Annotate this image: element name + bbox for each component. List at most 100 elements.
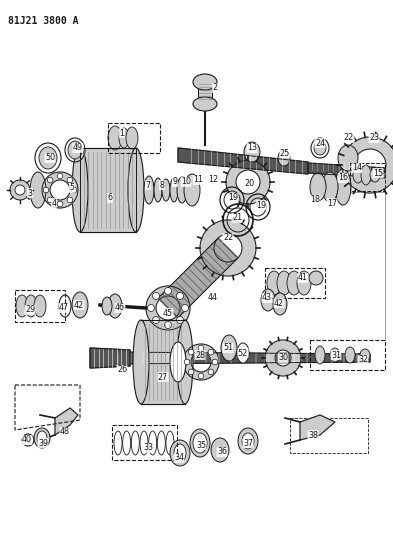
- Ellipse shape: [177, 177, 187, 203]
- Circle shape: [10, 180, 30, 200]
- Circle shape: [67, 177, 73, 183]
- Text: 12: 12: [208, 175, 218, 184]
- Polygon shape: [183, 344, 219, 380]
- Text: 18: 18: [310, 196, 320, 205]
- Ellipse shape: [310, 173, 326, 201]
- Ellipse shape: [314, 141, 326, 155]
- Circle shape: [15, 185, 25, 195]
- Text: 22: 22: [223, 233, 233, 243]
- Ellipse shape: [211, 438, 229, 462]
- Circle shape: [47, 177, 53, 183]
- Text: 5: 5: [70, 183, 75, 192]
- Circle shape: [57, 173, 63, 179]
- Text: 39: 39: [38, 439, 48, 448]
- Circle shape: [67, 197, 73, 203]
- Polygon shape: [80, 148, 136, 232]
- Ellipse shape: [108, 294, 122, 318]
- Text: 21: 21: [232, 214, 242, 222]
- Ellipse shape: [315, 346, 325, 364]
- Text: 45: 45: [163, 309, 173, 318]
- Ellipse shape: [144, 176, 154, 204]
- Ellipse shape: [133, 320, 149, 404]
- Circle shape: [47, 197, 53, 203]
- Ellipse shape: [287, 271, 301, 295]
- Polygon shape: [342, 137, 393, 193]
- Ellipse shape: [128, 148, 144, 232]
- Ellipse shape: [34, 295, 46, 317]
- Circle shape: [198, 373, 204, 379]
- Ellipse shape: [322, 172, 338, 202]
- Polygon shape: [265, 340, 301, 376]
- Text: 17: 17: [327, 198, 337, 207]
- Text: 51: 51: [223, 343, 233, 352]
- Text: 4: 4: [51, 198, 57, 207]
- Ellipse shape: [170, 440, 190, 466]
- Text: 10: 10: [181, 177, 191, 187]
- Polygon shape: [178, 148, 308, 174]
- Text: 28: 28: [195, 351, 205, 359]
- Text: 11: 11: [193, 175, 203, 184]
- Ellipse shape: [221, 335, 237, 361]
- Ellipse shape: [297, 271, 311, 295]
- Polygon shape: [141, 320, 185, 404]
- Ellipse shape: [353, 167, 363, 183]
- Ellipse shape: [177, 320, 193, 404]
- Text: 19: 19: [228, 193, 238, 203]
- Ellipse shape: [193, 97, 217, 111]
- Ellipse shape: [184, 174, 200, 206]
- Ellipse shape: [25, 295, 37, 317]
- Text: 50: 50: [45, 154, 55, 163]
- Ellipse shape: [361, 165, 371, 185]
- Ellipse shape: [170, 178, 178, 202]
- Circle shape: [184, 359, 190, 365]
- Ellipse shape: [330, 348, 340, 362]
- Circle shape: [152, 293, 160, 300]
- FancyBboxPatch shape: [198, 82, 212, 104]
- Text: 25: 25: [280, 149, 290, 157]
- Ellipse shape: [370, 168, 380, 182]
- Text: 20: 20: [244, 179, 254, 188]
- Text: 3: 3: [28, 189, 33, 198]
- Polygon shape: [90, 348, 130, 368]
- Text: 27: 27: [158, 373, 168, 382]
- Ellipse shape: [126, 127, 138, 149]
- Ellipse shape: [238, 428, 258, 454]
- Text: 32: 32: [358, 356, 368, 365]
- Ellipse shape: [309, 271, 323, 285]
- Text: 40: 40: [22, 435, 32, 445]
- Ellipse shape: [267, 271, 281, 295]
- Ellipse shape: [237, 343, 249, 363]
- Text: 36: 36: [217, 448, 227, 456]
- Text: 37: 37: [243, 439, 253, 448]
- Polygon shape: [158, 238, 238, 318]
- Circle shape: [25, 437, 31, 443]
- Circle shape: [188, 369, 194, 375]
- Text: 6: 6: [108, 193, 112, 203]
- Ellipse shape: [261, 289, 275, 311]
- Text: 14: 14: [352, 164, 362, 173]
- Ellipse shape: [16, 295, 28, 317]
- Ellipse shape: [102, 297, 112, 315]
- Text: 46: 46: [115, 303, 125, 312]
- Ellipse shape: [119, 128, 129, 148]
- Circle shape: [43, 187, 49, 193]
- Circle shape: [212, 359, 218, 365]
- Circle shape: [182, 304, 189, 311]
- Ellipse shape: [338, 145, 358, 171]
- Ellipse shape: [345, 347, 355, 363]
- Ellipse shape: [190, 429, 210, 457]
- Text: 31: 31: [331, 351, 341, 359]
- Text: 26: 26: [117, 366, 127, 375]
- Ellipse shape: [193, 433, 207, 453]
- Circle shape: [165, 287, 171, 295]
- Ellipse shape: [72, 148, 88, 232]
- Ellipse shape: [273, 293, 287, 315]
- Ellipse shape: [277, 271, 291, 295]
- Polygon shape: [105, 352, 370, 364]
- Ellipse shape: [335, 169, 351, 205]
- Text: 9: 9: [173, 177, 178, 187]
- Circle shape: [198, 345, 204, 351]
- Text: 42: 42: [74, 301, 84, 310]
- Ellipse shape: [174, 444, 186, 462]
- Text: 1: 1: [119, 128, 125, 138]
